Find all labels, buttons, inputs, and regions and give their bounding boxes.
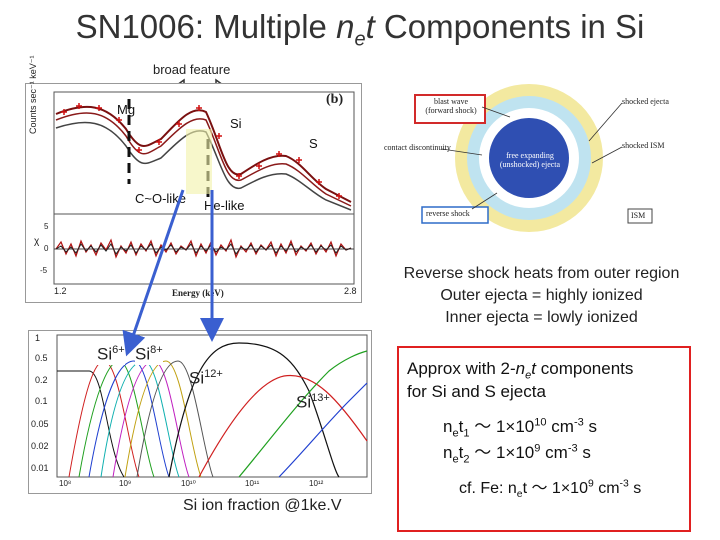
net2-line: net2 ～ 1×109 cm-3 s — [443, 442, 591, 466]
y-tick-0-1: 0.1 — [35, 396, 48, 406]
si13-label: Si13+ — [296, 392, 330, 412]
x-tick-1e9: 10⁹ — [119, 479, 132, 488]
x-tick-1e8: 10⁸ — [59, 479, 72, 488]
slide-title: SN1006: Multiple net Components in Si — [0, 8, 720, 52]
x-tick-1e10: 10¹⁰ — [181, 479, 196, 488]
ism-label: ISM — [631, 211, 646, 220]
co-like-label: C~O-like — [135, 191, 186, 206]
residual-tick-mid: 0 — [44, 244, 49, 253]
fe-line: cf. Fe: net ～ 1×109 cm-3 s — [459, 478, 642, 501]
x-tick-max: 2.8 — [344, 286, 357, 296]
y-tick-0-02: 0.02 — [31, 441, 49, 451]
title-t: t — [365, 8, 375, 45]
title-e: e — [354, 28, 366, 51]
y-tick-0-05: 0.05 — [31, 419, 49, 429]
y-tick-1: 1 — [35, 333, 41, 343]
x-tick-min: 1.2 — [54, 286, 67, 296]
ion-fraction-caption: Si ion fraction @1ke.V — [183, 497, 342, 514]
snr-svg — [414, 84, 653, 232]
chi-label: χ — [34, 236, 40, 247]
shocked-ism-label: shocked ISM — [622, 141, 665, 150]
contact-discontinuity-label: contact discontinuity — [384, 143, 451, 152]
residual-tick-bottom: -5 — [40, 266, 48, 275]
snr-diagram: blast wave (forward shock) shocked eject… — [382, 83, 700, 233]
approx-line2: for Si and S ejecta — [407, 382, 546, 401]
panel-letter: (b) — [326, 92, 344, 107]
residual-tick-top: 5 — [44, 222, 49, 231]
si12-label: Si12+ — [189, 368, 223, 388]
reverse-shock-text: Reverse shock heats from outer region Ou… — [363, 263, 720, 329]
spectrum-plot: (b) Mg Si S C~O-like He-like Counts sec⁻… — [25, 55, 362, 303]
he-like-label: He-like — [204, 198, 245, 213]
x-tick-1e11: 10¹¹ — [245, 479, 260, 488]
si-label: Si — [230, 116, 242, 131]
net1-line: net1 ～ 1×1010 cm-3 s — [443, 416, 598, 440]
title-prefix: SN1006: Multiple — [75, 8, 337, 45]
spectrum-svg — [53, 91, 355, 285]
s-label: S — [309, 136, 318, 151]
mg-label: Mg — [117, 102, 136, 117]
x-tick-1e12: 10¹² — [309, 479, 324, 488]
y-tick-0-2: 0.2 — [35, 375, 48, 385]
blast-wave-label: blast wave (forward shock) — [425, 97, 477, 115]
approx-box: Approx with 2-net components for Si and … — [397, 346, 691, 532]
reverse-shock-line1: Reverse shock heats from outer region — [403, 265, 680, 282]
broad-feature-label: broad feature — [153, 62, 231, 77]
x-axis-label: Energy (keV) — [172, 288, 224, 298]
y-tick-0-5: 0.5 — [35, 353, 48, 363]
reverse-shock-line2: Outer ejecta = highly ionized — [440, 287, 643, 304]
free-expanding-label: free expanding (unshocked) ejecta — [499, 151, 561, 169]
reverse-shock-label: reverse shock — [426, 209, 470, 218]
shocked-ejecta-label: shocked ejecta — [622, 97, 669, 106]
y-tick-0-01: 0.01 — [31, 463, 49, 473]
reverse-shock-line3: Inner ejecta = lowly ionized — [445, 309, 638, 326]
si6-label: Si6+ — [97, 344, 125, 365]
approx-line1: Approx with 2-net components — [407, 359, 634, 382]
title-n: n — [336, 8, 355, 45]
title-suffix: Components in Si — [374, 8, 645, 45]
